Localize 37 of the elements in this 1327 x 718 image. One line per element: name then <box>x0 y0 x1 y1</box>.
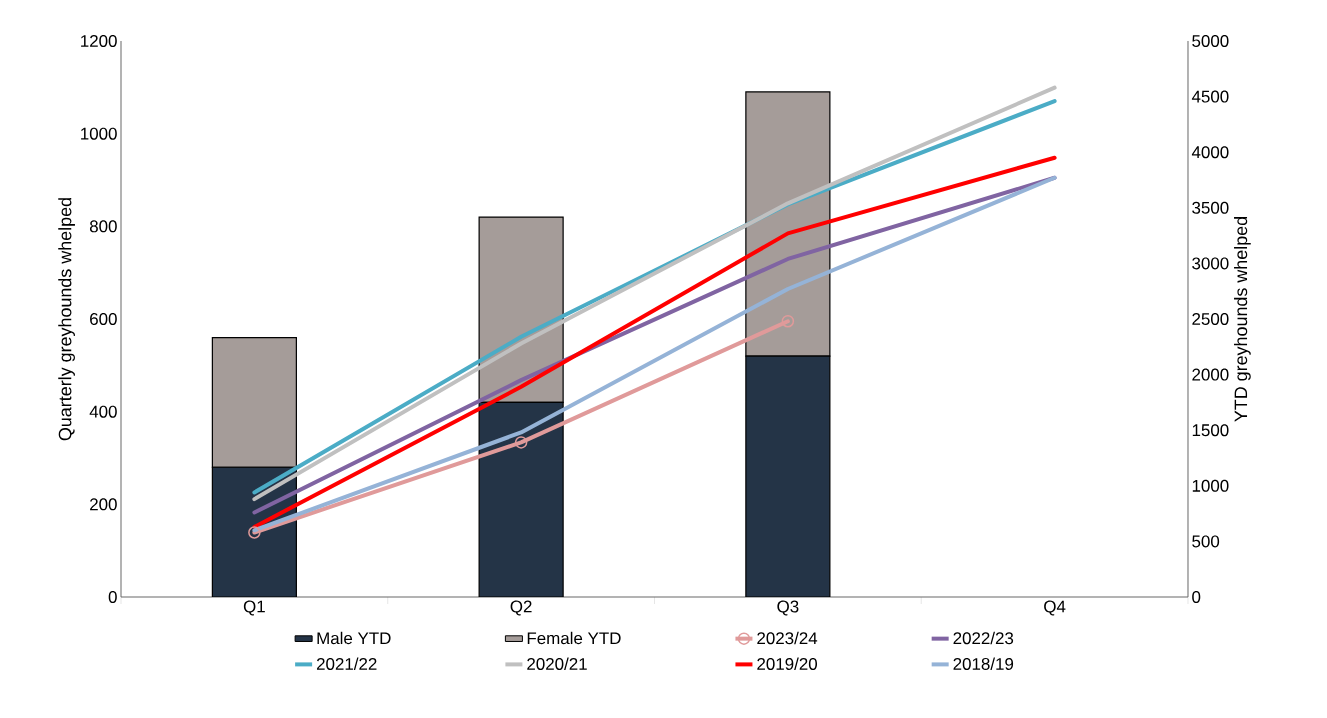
y2-tick-label: 1000 <box>1192 479 1229 492</box>
y2-axis-title: YTD greyhounds whelped <box>1234 217 1251 422</box>
y2-tick-label: 3500 <box>1192 201 1229 214</box>
y2-tick-label: 4000 <box>1191 146 1229 159</box>
point <box>248 526 261 539</box>
legend-label: 2019/20 <box>757 657 817 670</box>
y2-tick-label: 2000 <box>1192 368 1229 381</box>
bar <box>745 355 831 597</box>
x-tick-label: Q2 <box>510 600 532 616</box>
y2-tick-label: 3000 <box>1192 257 1229 270</box>
point <box>514 436 528 449</box>
y-tick-label: 200 <box>90 498 117 511</box>
y2-tick-label: 4500 <box>1191 90 1229 103</box>
legend-label: Female YTD <box>527 631 621 645</box>
point <box>781 314 795 328</box>
y-axis-title: Quarterly greyhounds whelped <box>58 198 75 441</box>
y2-tick-label: 500 <box>1192 535 1220 548</box>
y2-tick-label: 5000 <box>1192 35 1229 47</box>
legend-label: 2021/22 <box>316 657 377 670</box>
y2-tick-label: 2500 <box>1192 313 1229 325</box>
legend-label: 2023/24 <box>757 631 818 645</box>
y2-tick-label: 1500 <box>1192 424 1229 437</box>
y-tick-label: 0 <box>108 591 117 603</box>
y-tick-label: 400 <box>89 405 117 418</box>
x-tick-label: Q4 <box>1044 600 1066 616</box>
legend-label: 2022/23 <box>953 631 1014 645</box>
x-tick-label: Q3 <box>777 600 799 616</box>
y-tick-label: 1200 <box>81 35 117 47</box>
legend-label: 2018/19 <box>953 657 1014 670</box>
y-tick-label: 800 <box>89 220 117 233</box>
bar <box>478 401 564 597</box>
y-tick-label: 1000 <box>81 127 117 140</box>
legend-label: Male YTD <box>317 631 391 645</box>
y-tick-label: 600 <box>90 313 117 325</box>
y2-tick-label: 0 <box>1192 591 1201 603</box>
x-tick-label: Q1 <box>243 600 265 616</box>
legend-label: 2020/21 <box>527 657 587 670</box>
